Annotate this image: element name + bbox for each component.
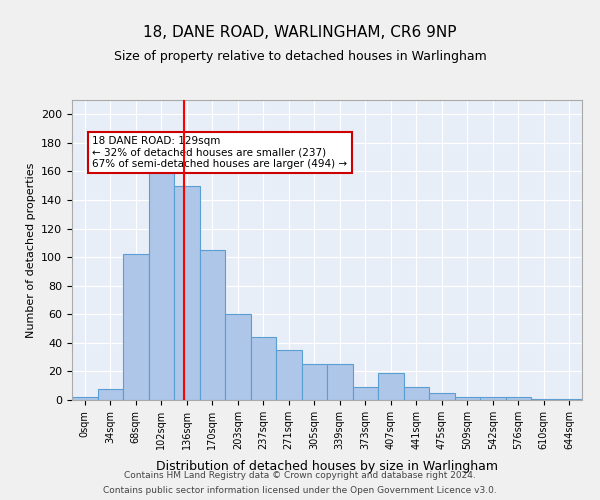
Bar [149, 160, 174, 400]
Text: Contains public sector information licensed under the Open Government Licence v3: Contains public sector information licen… [103, 486, 497, 495]
Bar [174, 186, 199, 400]
Bar [557, 398, 582, 400]
Text: Size of property relative to detached houses in Warlingham: Size of property relative to detached ho… [113, 50, 487, 63]
Bar [251, 337, 276, 400]
Bar [72, 397, 97, 400]
Bar [429, 393, 455, 400]
Bar [505, 397, 531, 400]
Text: 18 DANE ROAD: 129sqm
← 32% of detached houses are smaller (237)
67% of semi-deta: 18 DANE ROAD: 129sqm ← 32% of detached h… [92, 136, 347, 169]
Bar [97, 388, 123, 400]
Bar [404, 387, 429, 400]
Bar [353, 387, 378, 400]
Bar [276, 350, 302, 400]
Bar [480, 397, 505, 400]
Bar [455, 397, 480, 400]
X-axis label: Distribution of detached houses by size in Warlingham: Distribution of detached houses by size … [156, 460, 498, 473]
Text: 18, DANE ROAD, WARLINGHAM, CR6 9NP: 18, DANE ROAD, WARLINGHAM, CR6 9NP [143, 25, 457, 40]
Bar [327, 364, 353, 400]
Bar [199, 250, 225, 400]
Bar [378, 373, 404, 400]
Bar [123, 254, 149, 400]
Text: Contains HM Land Registry data © Crown copyright and database right 2024.: Contains HM Land Registry data © Crown c… [124, 471, 476, 480]
Bar [225, 314, 251, 400]
Y-axis label: Number of detached properties: Number of detached properties [26, 162, 35, 338]
Bar [531, 398, 557, 400]
Bar [302, 364, 327, 400]
